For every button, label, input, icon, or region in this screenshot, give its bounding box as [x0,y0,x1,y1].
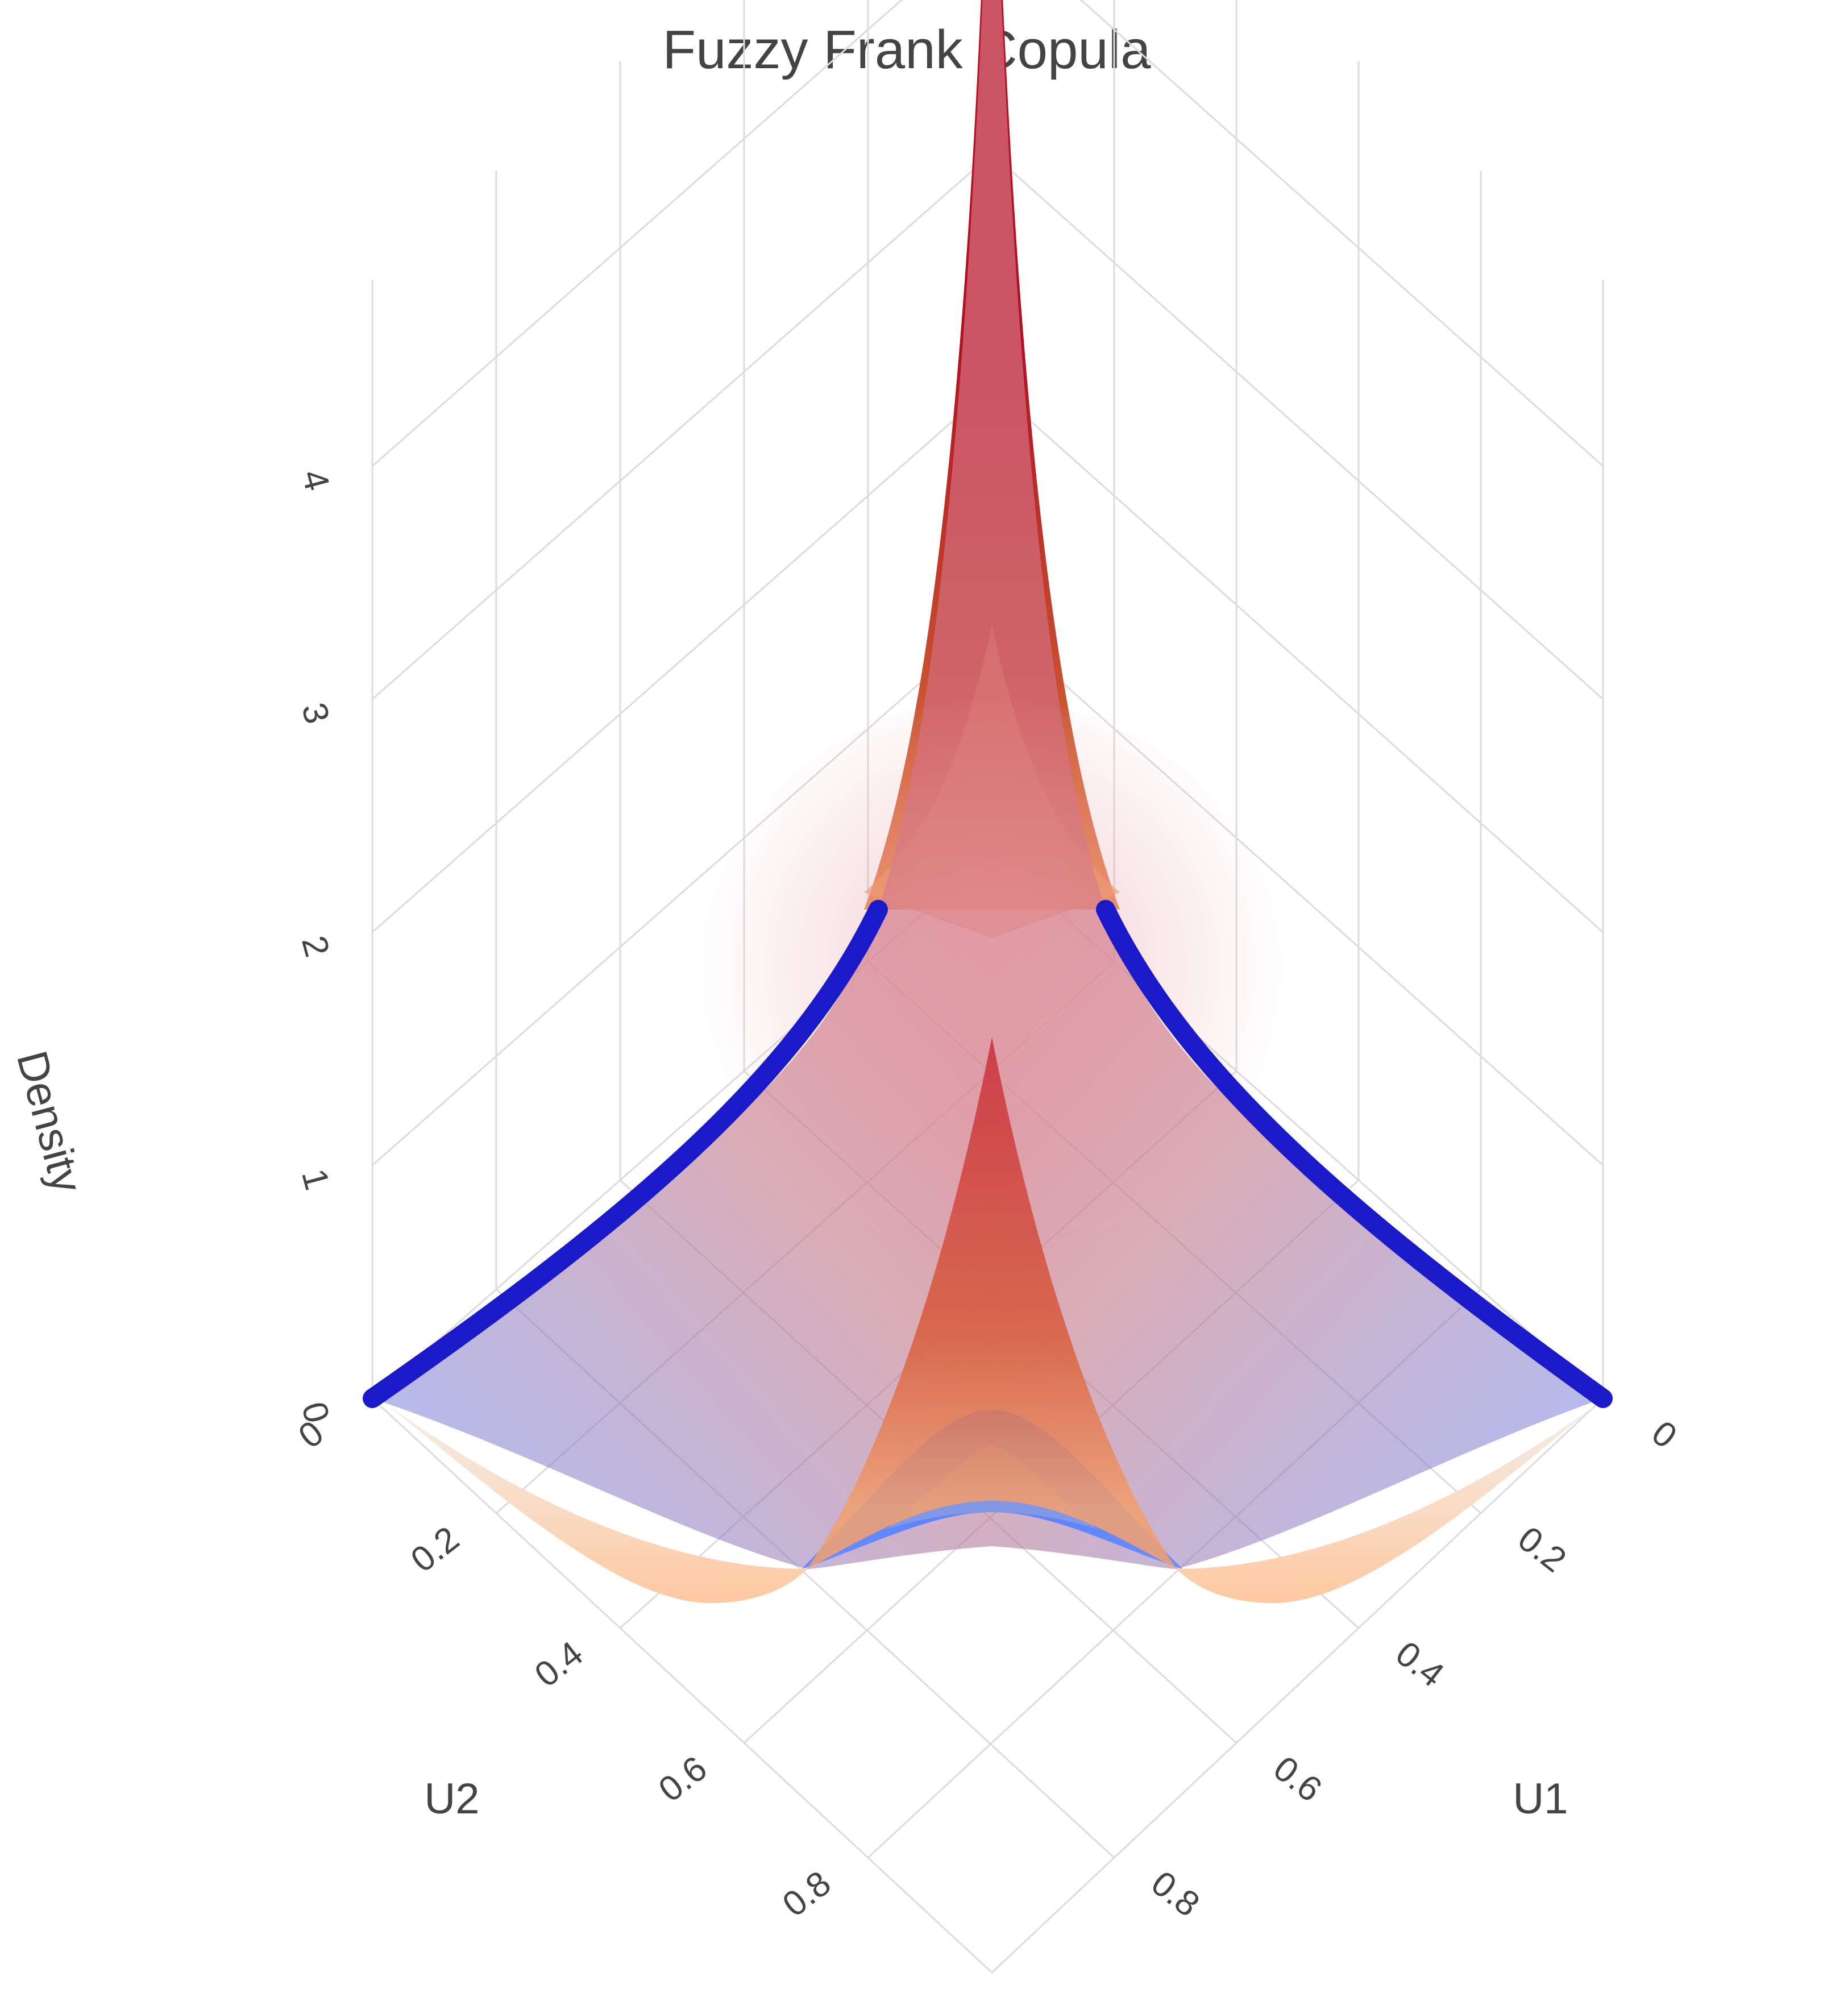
surface [363,0,1613,1603]
y-tick-label: 0.2 [404,1519,466,1580]
upper-surface-highlight [696,699,1288,1290]
lower-surface-inner-ridge [807,1037,1177,1569]
x-axis-title: U1 [1513,1775,1568,1823]
x-tick-label: 0.4 [1388,1634,1451,1695]
x-tick-label: 0.6 [1266,1749,1328,1809]
upper-surface-edge-right [1096,900,1613,1408]
upper-surface-edge-left [363,900,888,1408]
grid-line [371,1397,993,1974]
x-tick-label: 0.2 [1510,1519,1573,1580]
z-tick-label: 4 [294,466,337,495]
y-tick-label: 0.6 [651,1749,714,1809]
z-tick-label: 1 [294,1165,337,1194]
x-tick-label: 0.8 [1144,1863,1206,1924]
y-tick-label: 0.4 [528,1634,590,1695]
z-axis-title: Density [7,1046,92,1198]
lower-surface-valley-right [1177,1404,1597,1603]
y-tick-label: 0.8 [775,1863,838,1924]
grid-line [372,0,1604,467]
x-tick-label: 0 [1644,1413,1684,1456]
lower-surface-valley-left [387,1404,807,1603]
z-tick-label: 2 [294,932,337,961]
y-axis-title: U2 [424,1775,479,1823]
chart-title: Fuzzy Frank Copula [663,19,1152,80]
grid-line [991,1397,1604,1974]
z-tick-label: 3 [294,699,337,728]
